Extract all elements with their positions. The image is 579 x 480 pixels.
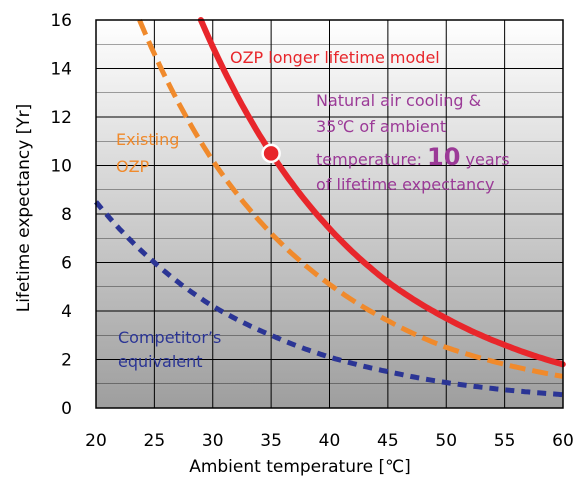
annotation-natural-line3-num: 10 — [427, 143, 460, 171]
annotation-natural-line1: Natural air cooling & — [316, 91, 481, 110]
x-tick-label: 30 — [202, 431, 224, 451]
annotation-ozp-longer: OZP longer lifetime model — [230, 48, 440, 67]
x-tick-label: 40 — [319, 431, 341, 451]
series-line — [137, 19, 564, 379]
y-tick-label: 12 — [50, 108, 72, 128]
y-tick-label: 14 — [50, 60, 72, 80]
x-tick-label: 60 — [552, 431, 574, 451]
annotation-natural-line2: 35℃ of ambient — [316, 117, 446, 136]
curves — [94, 17, 566, 398]
x-axis-title: Ambient temperature [℃] — [189, 457, 411, 477]
x-tick-label: 35 — [260, 431, 282, 451]
y-tick-label: 0 — [61, 399, 72, 419]
y-tick-label: 8 — [61, 205, 72, 225]
annotation-competitor-line2: equivalent — [118, 352, 203, 371]
annotation-natural-line4: of lifetime expectancy — [316, 175, 494, 194]
plot-frame — [95, 19, 564, 409]
annotation-existing-line1: Existing — [116, 130, 179, 149]
annotation-natural-line3: temperature: 10 years — [316, 143, 510, 171]
x-tick-label: 25 — [144, 431, 166, 451]
annotation-competitor-line1: Competitor’s — [118, 328, 221, 347]
marker-layer — [261, 143, 281, 164]
y-tick-label: 16 — [50, 11, 72, 31]
x-tick-label: 45 — [377, 431, 399, 451]
y-tick-label: 6 — [61, 254, 72, 274]
y-tick-label: 10 — [50, 157, 72, 177]
x-tick-label: 55 — [494, 431, 516, 451]
y-tick-label: 4 — [61, 302, 72, 322]
highlight-marker — [261, 143, 281, 164]
annotation-natural-line3-post: years — [460, 150, 509, 169]
series-line — [197, 17, 566, 368]
y-tick-label: 2 — [61, 351, 72, 371]
x-tick-label: 50 — [435, 431, 457, 451]
annotation-existing-line2: OZP — [116, 157, 150, 176]
x-tick-label: 20 — [85, 431, 107, 451]
y-axis-title: Lifetime expectancy [Yr] — [14, 104, 34, 313]
annotation-natural-line3-pre: temperature: — [316, 150, 427, 169]
ticks: 20 25 30 35 40 45 50 55 60 0 2 4 6 8 10 12 14 16 — [50, 11, 573, 451]
